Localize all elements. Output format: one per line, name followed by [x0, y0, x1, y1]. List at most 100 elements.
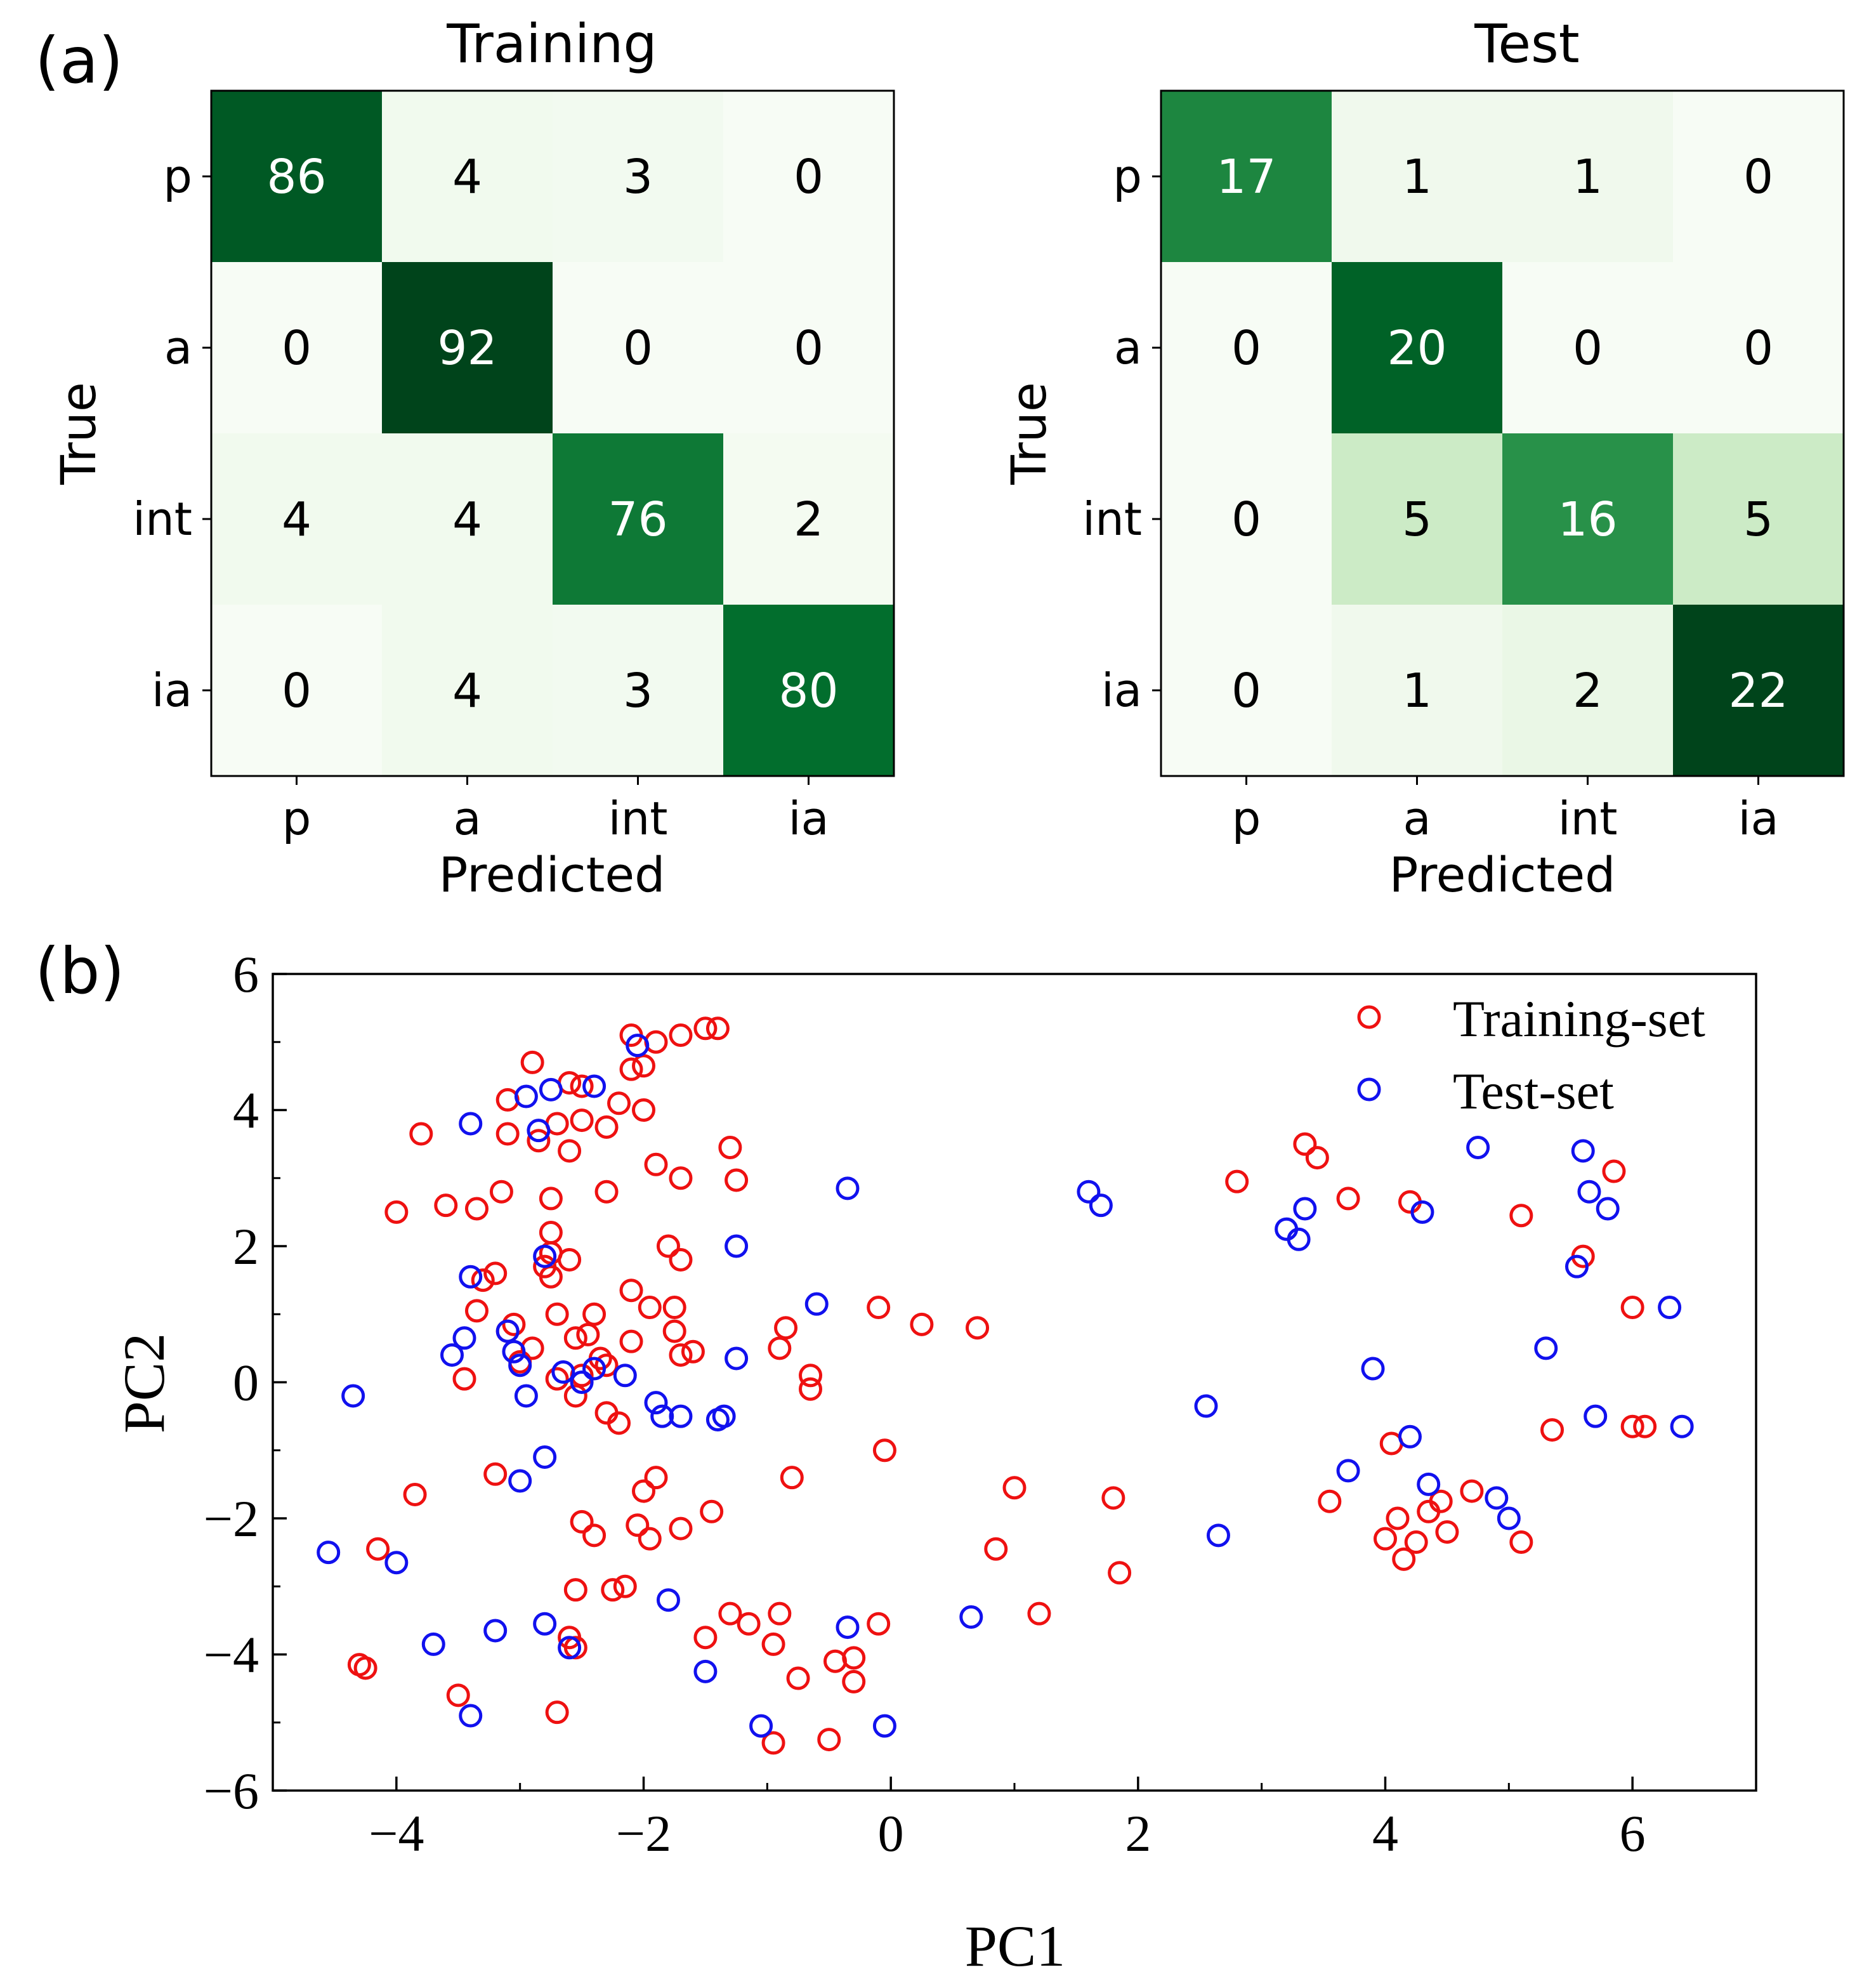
test-point — [582, 1074, 607, 1098]
training-point — [464, 1299, 489, 1323]
test-point — [1577, 1180, 1601, 1204]
training-cell-r3-c3 — [723, 605, 895, 777]
training-x-axis-title: Predicted — [439, 846, 666, 903]
training-cell-r0-c3 — [723, 91, 895, 263]
training-point — [1318, 1489, 1342, 1513]
training-point — [718, 1601, 742, 1626]
training-value-r2-c1: 4 — [452, 492, 482, 547]
test-point — [533, 1445, 557, 1469]
training-cell-r2-c3 — [723, 433, 895, 605]
training-value-r3-c3: 80 — [778, 664, 838, 718]
training-point — [768, 1601, 792, 1626]
training-point — [823, 1649, 847, 1673]
training-point — [780, 1466, 804, 1490]
training-point — [984, 1537, 1008, 1561]
test-point — [749, 1714, 773, 1738]
test-row-label: ia — [1101, 664, 1142, 717]
training-row-label: p — [163, 150, 192, 203]
training-point — [594, 1180, 619, 1204]
training-point — [1620, 1414, 1644, 1438]
y-axis-title: PC2 — [112, 1333, 176, 1434]
test-point — [508, 1353, 532, 1377]
training-point — [495, 1122, 520, 1146]
training-point — [966, 1316, 990, 1340]
training-point — [799, 1377, 823, 1401]
x-tick-label: 4 — [1372, 1805, 1398, 1862]
training-cell-r0-c2 — [553, 91, 724, 263]
y-tick-label: 6 — [233, 945, 259, 1003]
test-value-r1-c3: 0 — [1743, 321, 1773, 376]
training-point — [867, 1612, 891, 1636]
training-value-r1-c1: 92 — [437, 321, 497, 376]
test-point — [483, 1619, 508, 1643]
test-cell-r1-c2 — [1502, 262, 1674, 434]
training-point — [910, 1312, 934, 1336]
training-point — [366, 1537, 390, 1561]
training-point — [607, 1091, 631, 1115]
training-value-r2-c0: 4 — [282, 492, 312, 547]
training-point — [842, 1646, 866, 1670]
training-point — [761, 1632, 785, 1656]
test-y-axis-title: True — [1000, 382, 1057, 485]
test-point — [384, 1551, 409, 1575]
test-value-r0-c2: 1 — [1573, 150, 1603, 204]
training-point — [626, 1513, 650, 1537]
test-value-r2-c0: 0 — [1231, 492, 1261, 547]
test-value-r3-c3: 22 — [1728, 664, 1788, 718]
training-point — [656, 1234, 680, 1258]
test-row-label: a — [1114, 321, 1142, 374]
training-point — [619, 1057, 643, 1081]
test-x-axis-title: Predicted — [1389, 846, 1616, 903]
training-cell-r1-c2 — [553, 262, 724, 434]
test-row-label: p — [1113, 150, 1142, 203]
training-point — [619, 1329, 643, 1353]
y-tick-label: −2 — [204, 1490, 259, 1548]
test-point — [459, 1704, 483, 1728]
test-point — [459, 1265, 483, 1289]
training-matrix-frame — [210, 89, 895, 777]
training-point — [483, 1261, 508, 1285]
training-point — [539, 1265, 563, 1289]
test-value-r0-c0: 17 — [1216, 150, 1276, 204]
training-point — [1540, 1418, 1564, 1442]
training-cell-r0-c0 — [211, 91, 383, 263]
training-col-label: ia — [788, 792, 829, 845]
test-cell-r0-c2 — [1502, 91, 1674, 263]
training-cell-r3-c1 — [382, 605, 553, 777]
training-point — [563, 1326, 587, 1350]
training-value-r3-c2: 3 — [623, 664, 653, 718]
y-tick-label: −4 — [204, 1626, 259, 1684]
test-point — [872, 1714, 896, 1738]
test-point — [582, 1357, 607, 1381]
test-value-r2-c1: 5 — [1402, 492, 1432, 547]
training-point — [563, 1578, 587, 1602]
test-point — [440, 1343, 464, 1367]
y-tick-label: 4 — [233, 1082, 259, 1140]
test-cell-r3-c2 — [1502, 605, 1674, 777]
training-value-r1-c2: 0 — [623, 321, 653, 376]
test-point — [1206, 1523, 1230, 1548]
training-point — [384, 1200, 409, 1224]
legend-marker-training — [1357, 1005, 1381, 1029]
training-point — [527, 1129, 551, 1153]
test-point — [1596, 1197, 1620, 1221]
test-point — [804, 1292, 829, 1316]
training-point — [644, 1152, 668, 1176]
test-cell-r0-c0 — [1161, 91, 1332, 263]
test-point — [1534, 1336, 1558, 1360]
test-point — [502, 1339, 526, 1364]
training-cell-r0-c1 — [382, 91, 553, 263]
training-point — [613, 1574, 637, 1598]
training-cell-r1-c0 — [211, 262, 383, 434]
test-point — [1194, 1394, 1218, 1418]
training-point — [632, 1479, 655, 1503]
training-value-r3-c0: 0 — [282, 664, 312, 718]
test-cell-r0-c1 — [1332, 91, 1503, 263]
training-col-label: p — [282, 792, 312, 845]
test-point — [1571, 1139, 1595, 1163]
training-point — [700, 1499, 724, 1523]
training-point — [1509, 1204, 1533, 1228]
training-point — [582, 1523, 607, 1548]
test-value-r3-c1: 1 — [1402, 664, 1432, 718]
